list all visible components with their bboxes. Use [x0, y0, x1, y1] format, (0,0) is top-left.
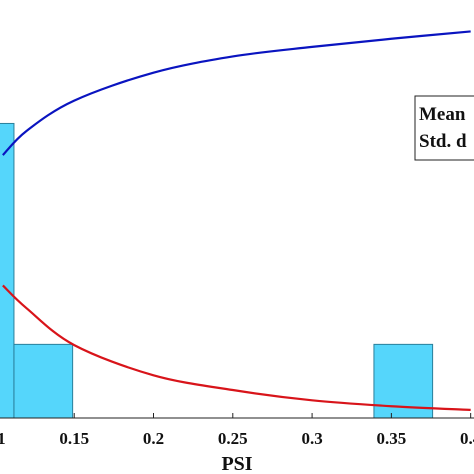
legend-label: Mean [419, 104, 466, 125]
x-tick-label: 0.2 [143, 429, 164, 448]
x-axis-label: PSI [221, 453, 252, 474]
x-tick-label: 0.15 [59, 429, 89, 448]
x-tick-label: 0.4 [460, 429, 474, 448]
bar [0, 122, 15, 419]
bar [13, 343, 74, 419]
line-series [2, 30, 471, 156]
line-series [2, 284, 471, 411]
x-tick-label: 0.25 [218, 429, 248, 448]
x-tick-label: 0.3 [301, 429, 322, 448]
legend-box [414, 95, 474, 161]
x-tick-label: 0.35 [377, 429, 407, 448]
legend-label: Std. d [419, 131, 467, 152]
x-tick-label: 0.1 [0, 429, 6, 448]
